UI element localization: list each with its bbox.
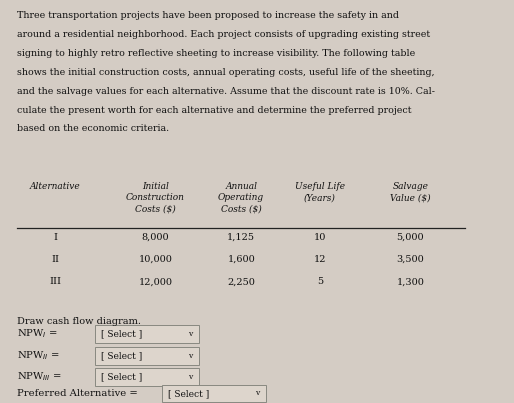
Text: [ Select ]: [ Select ] (101, 351, 143, 360)
Text: 5: 5 (317, 277, 323, 286)
Text: 1,125: 1,125 (227, 233, 255, 242)
Text: NPW$_{II}$ =: NPW$_{II}$ = (17, 349, 60, 362)
Text: [ Select ]: [ Select ] (101, 372, 143, 381)
FancyBboxPatch shape (95, 325, 199, 343)
Text: shows the initial construction costs, annual operating costs, useful life of the: shows the initial construction costs, an… (17, 68, 435, 77)
Text: culate the present worth for each alternative and determine the preferred projec: culate the present worth for each altern… (17, 106, 412, 114)
Text: 12,000: 12,000 (138, 277, 172, 286)
Text: 2,250: 2,250 (227, 277, 255, 286)
Text: [ Select ]: [ Select ] (168, 389, 210, 398)
Text: III: III (49, 277, 61, 286)
Text: v: v (254, 389, 259, 397)
Text: based on the economic criteria.: based on the economic criteria. (17, 125, 169, 133)
Text: 10,000: 10,000 (138, 255, 172, 264)
FancyBboxPatch shape (95, 347, 199, 365)
Text: Preferred Alternative =: Preferred Alternative = (17, 389, 138, 398)
Text: 1,600: 1,600 (227, 255, 255, 264)
Text: v: v (188, 330, 192, 338)
Text: signing to highly retro reflective sheeting to increase visibility. The followin: signing to highly retro reflective sheet… (17, 49, 415, 58)
Text: Initial
Construction
Costs ($): Initial Construction Costs ($) (126, 183, 185, 214)
Text: 12: 12 (314, 255, 326, 264)
Text: NPW$_{I}$ =: NPW$_{I}$ = (17, 328, 58, 341)
Text: II: II (51, 255, 59, 264)
Text: v: v (188, 373, 192, 381)
Text: I: I (53, 233, 57, 242)
Text: 10: 10 (314, 233, 326, 242)
Text: around a residential neighborhood. Each project consists of upgrading existing s: around a residential neighborhood. Each … (17, 30, 430, 39)
Text: 8,000: 8,000 (141, 233, 169, 242)
Text: Useful Life
(Years): Useful Life (Years) (295, 183, 345, 202)
Text: v: v (188, 352, 192, 360)
Text: 5,000: 5,000 (397, 233, 424, 242)
FancyBboxPatch shape (161, 384, 266, 403)
FancyBboxPatch shape (95, 368, 199, 386)
Text: Alternative: Alternative (30, 183, 81, 191)
Text: [ Select ]: [ Select ] (101, 330, 143, 339)
Text: NPW$_{III}$ =: NPW$_{III}$ = (17, 370, 62, 383)
Text: Draw cash flow diagram.: Draw cash flow diagram. (17, 317, 141, 326)
Text: 1,300: 1,300 (396, 277, 425, 286)
Text: Salvage
Value ($): Salvage Value ($) (390, 183, 431, 202)
Text: 3,500: 3,500 (397, 255, 425, 264)
Text: and the salvage values for each alternative. Assume that the discount rate is 10: and the salvage values for each alternat… (17, 87, 435, 96)
Text: Three transportation projects have been proposed to increase the safety in and: Three transportation projects have been … (17, 11, 399, 20)
Text: Annual
Operating
Costs ($): Annual Operating Costs ($) (218, 183, 264, 214)
